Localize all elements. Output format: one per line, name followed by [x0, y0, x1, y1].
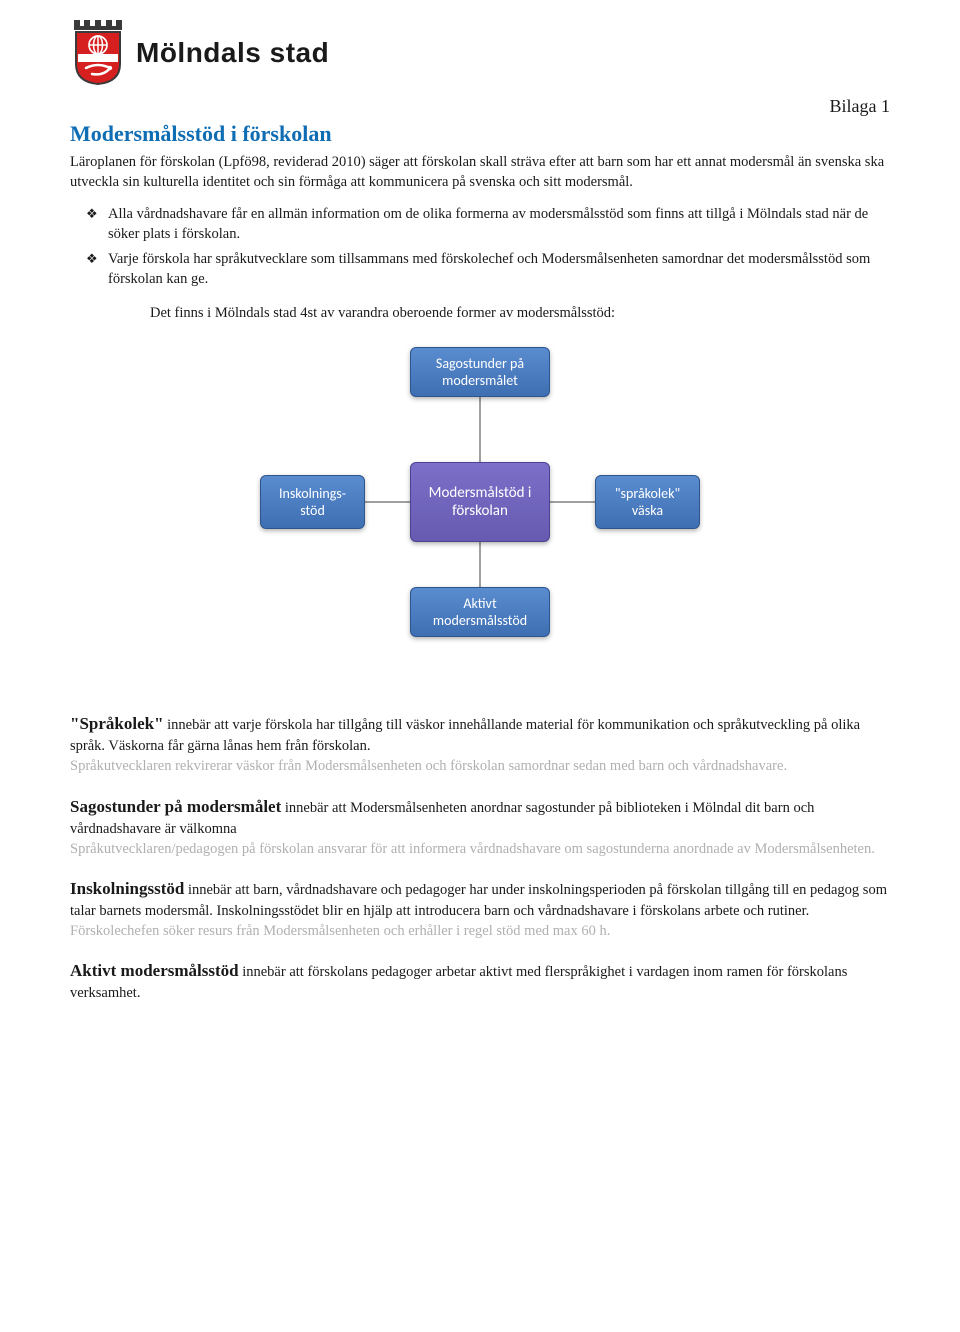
- connector-top: [479, 397, 481, 462]
- bullet-list: Alla vårdnadshavare får en allmän inform…: [70, 204, 890, 289]
- page-header: Mölndals stad: [70, 20, 890, 86]
- diagram-node-center: Modersmålstöd i förskolan: [410, 462, 550, 542]
- diagram-node-left: Inskolnings-stöd: [260, 475, 365, 529]
- connector-left: [365, 501, 410, 503]
- section-lead: Inskolningsstöd: [70, 879, 184, 898]
- node-label: Aktivt modersmålsstöd: [415, 595, 545, 630]
- section-body: innebär att varje förskola har tillgång …: [70, 717, 860, 754]
- section-inskolningsstod: Inskolningsstöd innebär att barn, vårdna…: [70, 877, 890, 941]
- section-aktivt: Aktivt modersmålsstöd innebär att försko…: [70, 959, 890, 1003]
- node-label: Sagostunder på modersmålet: [415, 355, 545, 390]
- section-sagostunder: Sagostunder på modersmålet innebär att M…: [70, 795, 890, 859]
- diagram-node-top: Sagostunder på modersmålet: [410, 347, 550, 397]
- section-grey-note: Förskolechefen söker resurs från Modersm…: [70, 921, 890, 941]
- molndal-logo-icon: [70, 20, 126, 86]
- section-body: innebär att barn, vårdnadshavare och ped…: [70, 882, 887, 919]
- section-grey-note: Språkutvecklaren/pedagogen på förskolan …: [70, 839, 890, 859]
- node-label: Modersmålstöd i förskolan: [415, 484, 545, 522]
- list-item: Varje förskola har språkutvecklare som t…: [90, 249, 890, 290]
- intro-paragraph: Läroplanen för förskolan (Lpfö98, revide…: [70, 153, 890, 192]
- page-title: Modersmålsstöd i förskolan: [70, 121, 890, 147]
- section-sprakolek: "Språkolek" innebär att varje förskola h…: [70, 712, 890, 776]
- connector-right: [550, 501, 595, 503]
- list-item: Alla vårdnadshavare får en allmän inform…: [90, 204, 890, 245]
- section-lead: Aktivt modersmålsstöd: [70, 961, 239, 980]
- diagram-node-right: "språkolek"väska: [595, 475, 700, 529]
- section-lead: Sagostunder på modersmålet: [70, 797, 281, 816]
- attachment-label: Bilaga 1: [70, 96, 890, 117]
- org-name: Mölndals stad: [136, 37, 329, 69]
- section-lead: "Språkolek": [70, 714, 164, 733]
- modersmalsstod-diagram: Sagostunder på modersmålet Inskolnings-s…: [230, 342, 730, 652]
- connector-bottom: [479, 542, 481, 587]
- node-label: "språkolek"väska: [615, 485, 680, 520]
- section-grey-note: Språkutvecklaren rekvirerar väskor från …: [70, 756, 890, 776]
- diagram-caption: Det finns i Mölndals stad 4st av varandr…: [150, 305, 890, 322]
- diagram-node-bottom: Aktivt modersmålsstöd: [410, 587, 550, 637]
- node-label: Inskolnings-stöd: [279, 485, 346, 520]
